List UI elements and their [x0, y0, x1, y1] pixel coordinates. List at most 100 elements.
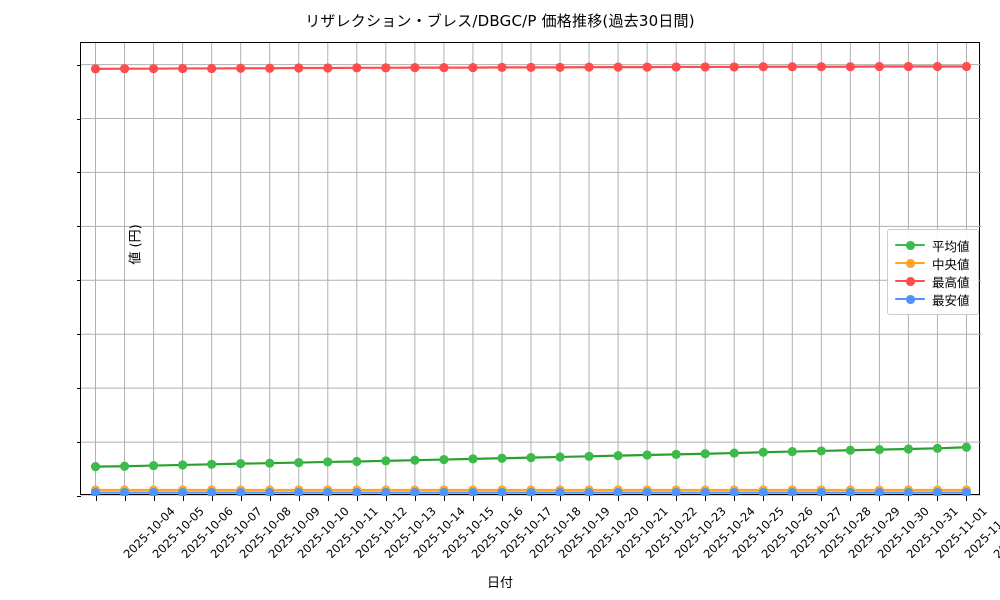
data-point-marker [410, 487, 420, 496]
data-point-marker [874, 445, 884, 455]
x-tick-mark [182, 496, 184, 501]
data-point-marker [671, 62, 681, 72]
data-point-marker [294, 457, 304, 468]
x-tick-mark [792, 496, 794, 501]
legend-swatch-icon [895, 238, 925, 252]
data-point-marker [874, 487, 884, 496]
data-point-marker [642, 450, 652, 460]
plot-area: 値 (円) 025050075010001250150017502000 202… [76, 42, 1000, 561]
data-point-marker [816, 487, 826, 496]
data-point-marker [613, 451, 623, 461]
legend-label: 平均値 [932, 238, 970, 254]
data-point-marker [148, 64, 159, 74]
x-axis-label: 日付 [486, 576, 513, 591]
data-point-marker [700, 449, 710, 459]
legend-label: 中央値 [932, 256, 970, 272]
legend-item-中央値[interactable]: 中央値 [895, 254, 970, 272]
legend-marker-dot-icon [906, 241, 915, 250]
x-tick-mark [356, 496, 358, 501]
x-tick-mark [763, 496, 765, 501]
data-point-marker [119, 487, 130, 496]
data-point-marker [352, 63, 362, 73]
data-point-marker [787, 446, 797, 457]
data-point-marker [816, 62, 826, 72]
data-point-marker [265, 458, 275, 468]
y-axis-label: 値 (円) [128, 224, 144, 265]
data-point-marker [700, 62, 710, 72]
data-point-marker [729, 487, 739, 496]
legend-item-最高値[interactable]: 最高値 [895, 272, 970, 290]
x-tick-mark [705, 496, 707, 501]
x-tick-mark [95, 496, 97, 501]
x-tick-mark [647, 496, 649, 501]
x-tick-mark [153, 496, 155, 501]
data-point-marker [323, 487, 333, 496]
data-point-marker [642, 62, 652, 72]
data-point-marker [874, 61, 884, 72]
data-point-marker [932, 487, 943, 496]
data-point-marker [845, 445, 855, 455]
data-point-marker [468, 62, 478, 73]
x-tick-mark [908, 496, 910, 501]
data-point-marker [439, 454, 449, 465]
data-point-marker [439, 487, 449, 496]
data-point-marker [381, 456, 391, 466]
x-tick-mark [414, 496, 416, 501]
legend-marker-dot-icon [906, 259, 915, 268]
data-point-marker [729, 448, 739, 458]
y-tick-mark [76, 388, 81, 390]
data-point-marker [236, 487, 246, 496]
data-point-marker [671, 449, 681, 459]
y-tick-mark [76, 172, 81, 174]
data-point-marker [439, 62, 449, 73]
legend-item-最安値[interactable]: 最安値 [895, 290, 970, 308]
data-point-marker [526, 453, 536, 463]
data-point-marker [468, 454, 478, 464]
data-point-marker [961, 61, 972, 72]
data-point-marker [207, 459, 217, 469]
y-tick-mark [76, 64, 81, 66]
data-point-marker [613, 487, 623, 496]
legend-label: 最高値 [932, 274, 970, 290]
x-tick-mark [124, 496, 126, 501]
data-point-marker [555, 62, 565, 72]
x-tick-mark [618, 496, 620, 501]
legend-swatch-icon [895, 292, 925, 306]
data-point-marker [323, 457, 333, 467]
data-point-marker [671, 487, 681, 496]
data-point-marker [265, 487, 275, 496]
data-point-marker [787, 487, 797, 496]
data-point-marker [148, 460, 159, 471]
data-point-marker [119, 64, 130, 74]
data-point-marker [90, 64, 101, 74]
data-point-marker [642, 487, 652, 496]
legend-swatch-icon [895, 256, 925, 270]
data-point-marker [961, 487, 972, 496]
data-point-marker [497, 487, 507, 496]
chart-legend: 平均値中央値最高値最安値 [887, 229, 979, 315]
data-point-marker [90, 487, 101, 496]
data-point-marker [497, 62, 507, 72]
data-point-marker [903, 61, 914, 72]
x-tick-mark [589, 496, 591, 501]
x-tick-mark [443, 496, 445, 501]
data-point-marker [932, 61, 943, 72]
data-point-marker [845, 487, 855, 496]
plot-svg [81, 43, 981, 496]
x-tick-mark [966, 496, 968, 501]
legend-item-平均値[interactable]: 平均値 [895, 236, 970, 254]
data-point-marker [294, 63, 304, 73]
data-point-marker [758, 487, 768, 496]
legend-label: 最安値 [932, 292, 970, 308]
data-point-marker [207, 63, 217, 74]
data-point-marker [787, 62, 797, 72]
legend-marker-dot-icon [906, 295, 915, 304]
x-tick-mark [676, 496, 678, 501]
y-tick-mark [76, 496, 81, 497]
data-point-marker [758, 62, 768, 72]
x-tick-mark [298, 496, 300, 501]
data-point-marker [178, 460, 188, 470]
legend-marker-dot-icon [906, 277, 915, 286]
data-point-marker [497, 453, 507, 463]
